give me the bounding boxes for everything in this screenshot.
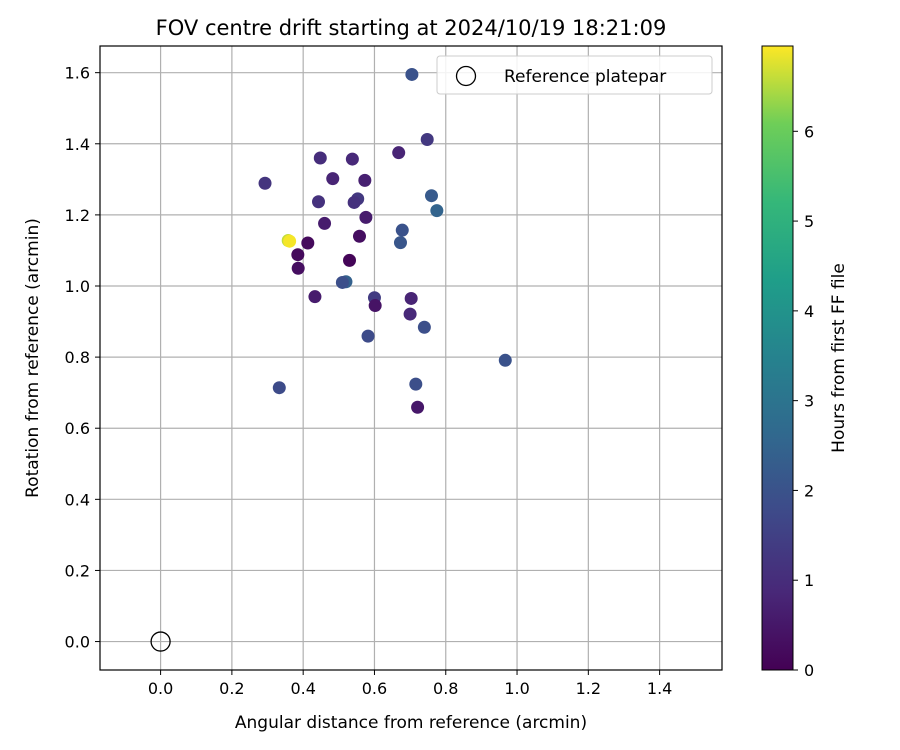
colorbar-tick-label: 1 xyxy=(804,571,814,590)
reference-marker-group xyxy=(150,631,171,652)
x-tick-label: 1.4 xyxy=(647,679,672,698)
data-point xyxy=(291,248,305,262)
data-point xyxy=(258,176,272,190)
data-point xyxy=(352,229,366,243)
data-point xyxy=(291,261,305,275)
data-point xyxy=(335,275,349,289)
chart-title: FOV centre drift starting at 2024/10/19 … xyxy=(156,16,667,40)
legend-label: Reference platepar xyxy=(504,67,666,87)
colorbar-label: Hours from first FF file xyxy=(829,263,849,453)
data-point xyxy=(345,152,359,166)
colorbar-tick-label: 2 xyxy=(804,481,814,500)
colorbar-tick-label: 6 xyxy=(804,122,814,141)
x-tick-label: 0.0 xyxy=(148,679,173,698)
x-tick-label: 0.2 xyxy=(219,679,244,698)
x-axis-label: Angular distance from reference (arcmin) xyxy=(235,713,587,733)
y-axis-ticks: 0.0 0.2 0.4 0.6 0.8 1.0 1.2 1.4 1.6 xyxy=(65,64,100,652)
data-point xyxy=(420,133,434,147)
data-point xyxy=(361,329,375,343)
data-point xyxy=(368,299,382,313)
y-tick-label: 0.2 xyxy=(65,561,90,580)
data-point xyxy=(326,172,340,186)
data-point xyxy=(411,400,425,414)
data-point xyxy=(430,204,444,218)
x-tick-label: 0.6 xyxy=(362,679,387,698)
data-point xyxy=(424,189,438,203)
legend-box xyxy=(436,55,713,95)
data-point xyxy=(405,67,419,81)
data-point xyxy=(301,236,315,250)
colorbar-tick-label: 0 xyxy=(804,661,814,680)
data-point xyxy=(359,210,373,224)
data-point xyxy=(403,307,417,321)
y-tick-label: 1.4 xyxy=(65,135,90,154)
data-point xyxy=(318,216,332,230)
y-axis-label: Rotation from reference (arcmin) xyxy=(23,218,43,498)
colorbar-tick-label: 3 xyxy=(804,392,814,411)
x-tick-label: 1.0 xyxy=(504,679,529,698)
colorbar-tick-label: 4 xyxy=(804,302,814,321)
y-tick-label: 0.0 xyxy=(65,633,90,652)
data-point xyxy=(417,320,431,334)
legend: Reference platepar xyxy=(436,55,713,95)
x-tick-label: 1.2 xyxy=(576,679,601,698)
plot-frame xyxy=(99,45,723,671)
data-point xyxy=(409,377,423,391)
y-tick-label: 0.4 xyxy=(65,490,90,509)
x-axis-ticks: 0.0 0.2 0.4 0.6 0.8 1.0 1.2 1.4 xyxy=(148,670,672,698)
data-point xyxy=(347,195,361,209)
colorbar xyxy=(761,45,794,671)
x-tick-label: 0.8 xyxy=(433,679,458,698)
y-tick-label: 1.6 xyxy=(65,64,90,83)
data-point xyxy=(498,353,512,367)
y-tick-label: 0.8 xyxy=(65,348,90,367)
data-point xyxy=(308,290,322,304)
data-point xyxy=(283,234,297,248)
data-point xyxy=(312,195,326,209)
y-tick-label: 0.6 xyxy=(65,419,90,438)
legend-reference-marker xyxy=(455,65,477,87)
data-point xyxy=(343,253,357,267)
x-tick-label: 0.4 xyxy=(290,679,315,698)
y-tick-label: 1.0 xyxy=(65,277,90,296)
data-point xyxy=(313,151,327,165)
data-point xyxy=(404,291,418,305)
data-point xyxy=(358,173,372,187)
y-tick-label: 1.2 xyxy=(65,206,90,225)
data-point xyxy=(395,223,409,237)
data-point xyxy=(272,381,286,395)
reference-platepar-marker xyxy=(150,631,171,652)
plot-area xyxy=(100,46,722,670)
colorbar-tick-label: 5 xyxy=(804,212,814,231)
data-point xyxy=(392,146,406,160)
data-point xyxy=(393,236,407,250)
colorbar-ticks: 0 1 2 3 4 5 6 xyxy=(793,122,814,680)
data-points xyxy=(258,67,512,414)
